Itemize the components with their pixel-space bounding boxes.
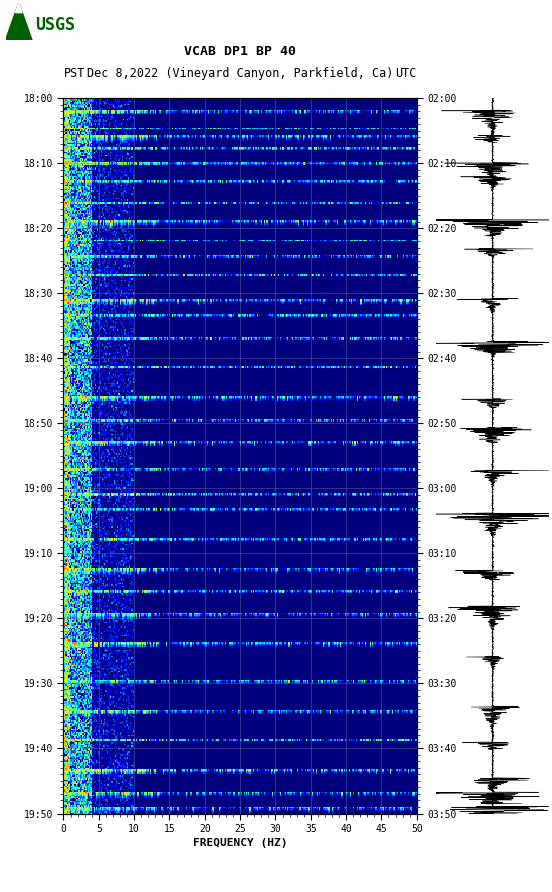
Polygon shape <box>6 3 32 40</box>
Text: VCAB DP1 BP 40: VCAB DP1 BP 40 <box>184 45 296 58</box>
Text: USGS: USGS <box>35 16 75 34</box>
Text: PST: PST <box>63 67 85 80</box>
X-axis label: FREQUENCY (HZ): FREQUENCY (HZ) <box>193 838 288 848</box>
Text: Dec 8,2022 (Vineyard Canyon, Parkfield, Ca): Dec 8,2022 (Vineyard Canyon, Parkfield, … <box>87 67 394 80</box>
Polygon shape <box>15 3 22 12</box>
Text: UTC: UTC <box>395 67 417 80</box>
